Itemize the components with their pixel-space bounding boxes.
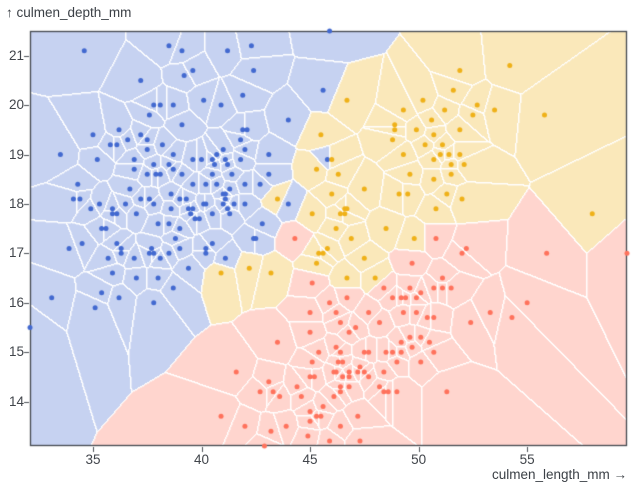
y-tick-label: 20 [8, 97, 24, 113]
x-tick-label: 35 [85, 452, 101, 467]
y-tick-label: 16 [8, 294, 24, 310]
x-tick-label: 50 [411, 452, 427, 467]
x-tick-label: 55 [519, 452, 535, 467]
y-tick-label: 18 [8, 195, 24, 211]
x-tick-label: 40 [193, 452, 210, 467]
y-tick-label: 14 [8, 393, 24, 409]
y-tick-label: 17 [8, 245, 24, 261]
y-tick-label: 19 [8, 146, 24, 162]
x-tick-label: 45 [302, 452, 318, 467]
y-tick-label: 21 [8, 47, 24, 63]
x-axis-title: culmen_length_mm → [491, 467, 627, 482]
y-tick-label: 15 [8, 344, 24, 360]
